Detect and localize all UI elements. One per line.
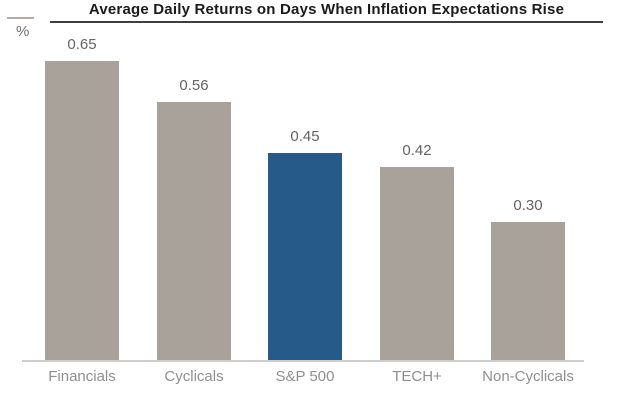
bar-cyclicals [157,102,231,360]
value-label-s-p-500: 0.45 [290,128,320,145]
category-label-s-p-500: S&P 500 [275,368,335,385]
corner-rule [7,17,34,19]
y-axis-unit-label: % [16,23,30,40]
title-underline [50,21,603,23]
category-label-non-cyclicals: Non-Cyclicals [482,368,574,385]
value-label-non-cyclicals: 0.30 [513,197,543,214]
bar-s-p-500 [268,153,342,360]
bar-tech [380,167,454,360]
bar-non-cyclicals [491,222,565,360]
chart-title: Average Daily Returns on Days When Infla… [88,1,565,18]
category-label-tech: TECH+ [392,368,442,385]
category-label-financials: Financials [48,368,116,385]
value-label-financials: 0.65 [67,36,97,53]
x-axis-line [22,360,584,362]
bar-financials [45,61,119,360]
category-label-cyclicals: Cyclicals [164,368,224,385]
value-label-tech: 0.42 [402,142,432,159]
value-label-cyclicals: 0.56 [179,77,209,94]
